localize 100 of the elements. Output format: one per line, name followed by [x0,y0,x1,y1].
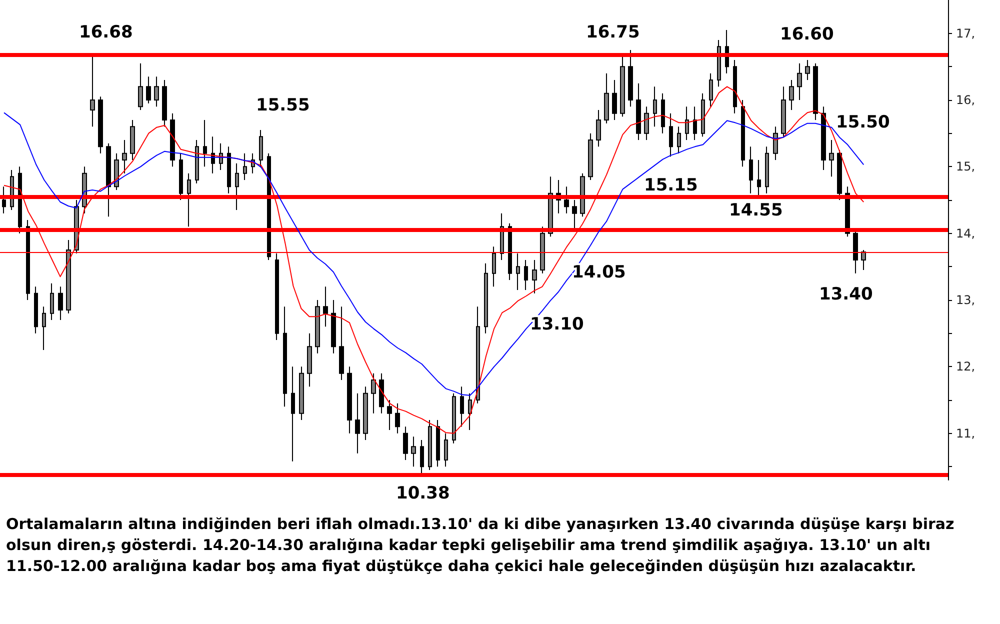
candlestick [90,54,95,128]
candlestick [741,100,745,168]
candlestick [307,332,312,388]
candlestick [693,106,697,140]
candlestick [331,300,336,354]
annotation: 15.55 [256,96,310,116]
candlestick [347,366,352,434]
candlestick [195,140,199,184]
candlestick [572,200,577,230]
candlestick [460,386,464,428]
candlestick [235,162,239,210]
candlestick [130,120,135,160]
annotation: 13.10 [530,314,584,334]
candlestick [677,126,681,154]
candlestick [275,252,279,340]
candlestick [420,440,424,476]
y-tick-label: 17, [956,26,976,40]
candlestick [66,240,71,314]
candlestick [604,72,609,124]
candlestick [26,220,30,300]
candlestick [138,62,143,110]
candlestick [733,60,737,114]
candlestick [701,92,705,138]
candlestick [114,152,119,190]
candlestick [468,392,472,430]
candlestick [179,152,183,200]
candlestick [757,160,761,198]
annotation: 16.75 [586,22,640,42]
candlestick [243,152,247,180]
candlestick [789,80,794,110]
candlestick [813,62,818,120]
candlestick [162,80,167,128]
candlestick [773,126,778,160]
candlestick [299,366,304,420]
candlestick [411,436,416,468]
annotation: 14.05 [572,262,626,282]
candlestick [283,306,287,408]
candlestick [227,146,231,194]
candlestick [829,140,834,178]
candlestick [612,80,617,120]
candlestick [484,262,488,334]
candlestick [661,92,665,134]
candlestick [636,82,641,140]
candlestick [371,372,376,414]
candlestick [797,62,802,100]
annotation: 15.15 [644,176,698,196]
candlestick [749,146,753,194]
annotation: 14.55 [729,200,783,220]
y-tick-label: 16, [956,93,976,107]
candlestick [387,400,392,430]
candlestick [669,112,673,158]
annotation: 16.68 [79,22,133,42]
candlestick [436,420,440,468]
candlestick [379,372,384,414]
candlestick [516,252,520,290]
candlestick [524,260,528,290]
candlestick [685,106,689,140]
candlestick [34,286,38,334]
candlestick [444,432,448,468]
candlestick [323,286,328,328]
candlestick [620,56,625,118]
candlestick [428,420,432,470]
y-tick-label: 15, [956,160,976,174]
candlestick [58,286,63,320]
candlestick [146,76,151,104]
candlestick [837,150,842,200]
candlestick [853,230,858,274]
candlestick [709,72,713,108]
candlestick [653,86,657,128]
candlestick [452,392,456,444]
candlestick [2,186,6,214]
candlestick [532,260,537,294]
candlestick [154,76,159,108]
candlestick [564,186,569,214]
candlestick [339,306,344,380]
candlestick [363,386,368,440]
candlestick [805,60,810,80]
candlestick [628,50,633,108]
candlestick [540,226,545,274]
y-tick-label: 12, [956,360,976,374]
y-tick-label: 13, [956,293,976,307]
candlestick [170,112,175,168]
candlestick [717,40,721,88]
text: 10.38 [396,484,450,504]
candlestick [765,146,769,194]
candlestick [476,306,480,404]
candlestick [315,300,320,354]
candlestick [492,246,496,288]
candlestick [122,140,127,174]
y-tick-label: 14, [956,226,976,240]
annotation: 16.60 [780,24,834,44]
candlestick [403,426,408,460]
candlestick [395,402,400,434]
candlestick [781,86,786,138]
candlestick [861,250,866,270]
candlestick [98,96,103,154]
candlestick [596,110,601,148]
candlestick [50,282,54,320]
candlestick [203,120,207,168]
candlestick [644,106,649,140]
